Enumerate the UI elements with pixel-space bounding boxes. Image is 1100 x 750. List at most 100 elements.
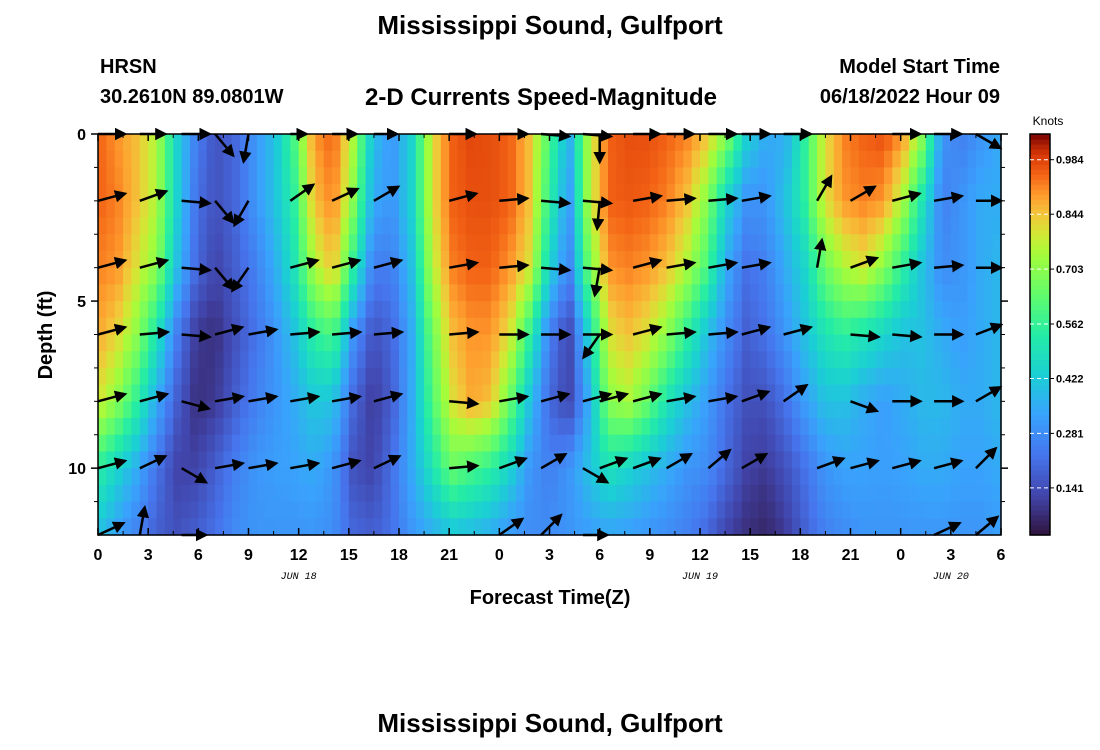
- x-tick-label: 6: [194, 547, 203, 564]
- heatmap-cell: [499, 150, 509, 169]
- heatmap-cell: [934, 351, 944, 369]
- heatmap-cell: [315, 367, 325, 386]
- heatmap-cell: [231, 351, 241, 369]
- heatmap-cell: [148, 418, 158, 436]
- heatmap-cell: [340, 284, 350, 302]
- heatmap-cell: [791, 317, 801, 336]
- heatmap-cell: [524, 334, 534, 352]
- heatmap-cell: [499, 367, 509, 386]
- heatmap-cell: [164, 484, 174, 503]
- heatmap-cell: [415, 234, 425, 252]
- heatmap-cell: [240, 384, 250, 402]
- heatmap-cell: [173, 484, 183, 503]
- heatmap-cell: [365, 301, 375, 319]
- heatmap-cell: [490, 367, 500, 386]
- heatmap-cell: [532, 484, 542, 503]
- heatmap-cell: [975, 384, 985, 402]
- heatmap-cell: [875, 468, 885, 486]
- heatmap-cell: [624, 418, 634, 436]
- heatmap-cell: [725, 484, 735, 503]
- heatmap-cell: [123, 501, 133, 519]
- heatmap-cell: [215, 200, 225, 219]
- x-tick-label: 3: [545, 547, 554, 564]
- heatmap-cell: [800, 167, 810, 185]
- heatmap-cell: [549, 284, 559, 302]
- colorbar-segment: [1030, 344, 1050, 351]
- heatmap-cell: [490, 468, 500, 486]
- heatmap-cell: [909, 468, 918, 486]
- heatmap-cell: [708, 267, 718, 285]
- current-arrow: [582, 263, 614, 276]
- heatmap-cell: [842, 301, 852, 319]
- heatmap-cell: [674, 317, 684, 336]
- heatmap-cell: [357, 167, 367, 185]
- heatmap-cell: [658, 418, 668, 436]
- heatmap-cell: [373, 134, 383, 152]
- heatmap-cell: [591, 401, 601, 419]
- heatmap-cell: [181, 150, 191, 169]
- heatmap-cell: [106, 484, 116, 503]
- heatmap-cell: [883, 234, 893, 252]
- heatmap-cell: [867, 217, 877, 235]
- heatmap-cell: [198, 451, 208, 469]
- heatmap-cell: [340, 451, 350, 469]
- heatmap-cell: [532, 501, 542, 519]
- heatmap-cell: [850, 367, 860, 386]
- heatmap-cell: [281, 418, 291, 436]
- heatmap-cell: [791, 501, 801, 519]
- heatmap-cell: [658, 384, 668, 402]
- colorbar-segment: [1030, 219, 1050, 225]
- heatmap-cell: [164, 518, 174, 536]
- heatmap-cell: [281, 284, 291, 302]
- current-arrow: [181, 329, 212, 343]
- heatmap-cell: [566, 150, 576, 169]
- heatmap-cell: [582, 167, 592, 185]
- heatmap-cell: [566, 301, 576, 319]
- heatmap-cell: [164, 200, 174, 219]
- heatmap-cell: [516, 317, 526, 336]
- heatmap-cell: [507, 484, 517, 503]
- heatmap-cell: [825, 451, 835, 469]
- heatmap-cell: [766, 334, 776, 352]
- heatmap-cell: [758, 468, 768, 486]
- heatmap-cell: [700, 250, 709, 269]
- heatmap-cell: [582, 134, 592, 152]
- heatmap-cell: [658, 434, 668, 453]
- heatmap-cell: [733, 484, 743, 503]
- heatmap-cell: [641, 317, 651, 336]
- heatmap-cell: [691, 134, 701, 152]
- heatmap-cell: [791, 284, 801, 302]
- heatmap-cell: [733, 518, 743, 536]
- heatmap-cell: [516, 200, 526, 219]
- colorbar-segment: [1030, 454, 1050, 461]
- current-arrow: [540, 513, 563, 536]
- heatmap-cell: [959, 217, 969, 235]
- heatmap-cell: [382, 334, 392, 352]
- heatmap-cell: [123, 284, 133, 302]
- heatmap-cell: [465, 351, 475, 369]
- heatmap-cell: [357, 317, 367, 336]
- heatmap-cell: [248, 150, 258, 169]
- heatmap-cell: [440, 150, 450, 169]
- heatmap-cell: [557, 351, 567, 369]
- heatmap-cell: [633, 351, 643, 369]
- heatmap-cell: [340, 384, 350, 402]
- heatmap-cell: [407, 267, 417, 285]
- heatmap-cell: [624, 518, 634, 536]
- heatmap-cell: [875, 150, 885, 169]
- heatmap-cell: [641, 200, 651, 219]
- heatmap-cell: [883, 518, 893, 536]
- heatmap-cell: [842, 434, 852, 453]
- heatmap-cell: [959, 267, 969, 285]
- heatmap-cell: [783, 217, 793, 235]
- heatmap-cell: [875, 250, 885, 269]
- heatmap-cell: [808, 234, 818, 252]
- heatmap-cell: [482, 401, 492, 419]
- heatmap-cell: [365, 351, 375, 369]
- heatmap-cell: [432, 200, 442, 219]
- heatmap-cell: [482, 234, 492, 252]
- heatmap-cell: [582, 434, 592, 453]
- colorbar-segment: [1030, 284, 1050, 290]
- heatmap-cell: [925, 484, 935, 503]
- heatmap-cell: [557, 401, 567, 419]
